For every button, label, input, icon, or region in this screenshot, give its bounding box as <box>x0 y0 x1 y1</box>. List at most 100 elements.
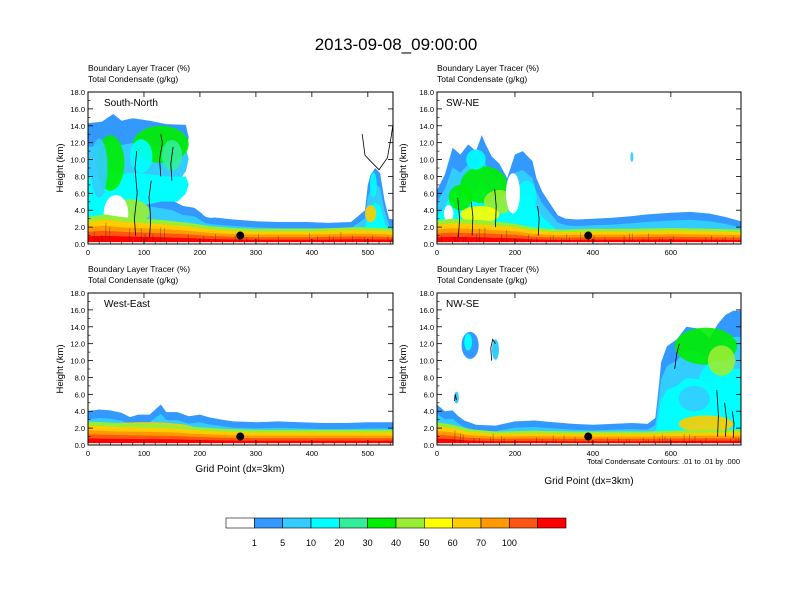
panel-label: SW-NE <box>446 98 479 109</box>
x-tick-label: 200 <box>194 248 207 257</box>
tracer-core <box>448 184 473 211</box>
tracer-core <box>707 345 736 376</box>
condensate-contour <box>494 189 497 228</box>
condensate-contour <box>457 197 461 238</box>
colorbar-swatch <box>282 517 312 529</box>
cross-section-shading <box>437 310 741 445</box>
cross-section-shading <box>88 114 393 244</box>
colorbar: 1 5 10 20 30 40 50 60 70 100 <box>225 517 567 548</box>
contour-note: Total Condensate Contours: .01 to .01 by… <box>587 457 740 466</box>
y-tick-label: 4.0 <box>75 407 85 416</box>
colorbar-swatch <box>509 517 538 529</box>
tracer-core <box>370 172 377 198</box>
y-tick-label: 12.0 <box>419 340 434 349</box>
panel-header-line1: Boundary Layer Tracer (%) <box>437 264 539 274</box>
figure-title: 2013-09-08_09:00:00 <box>315 35 478 54</box>
condensate-contour <box>170 146 174 181</box>
x-tick-label: 200 <box>509 449 522 458</box>
y-tick-label: 8.0 <box>424 373 434 382</box>
location-marker <box>236 432 245 441</box>
tracer-patch <box>464 333 473 351</box>
y-tick-label: 16.0 <box>419 105 434 114</box>
axes: 0.0 2.0 4.0 6.0 8.0 10.0 12.0 14.0 16.0 18.0 0 100 2… <box>70 88 393 257</box>
y-tick-label: 14.0 <box>70 122 85 131</box>
x-tick-label: 600 <box>665 248 678 257</box>
colorbar-swatch <box>310 517 340 529</box>
condensate-contour <box>674 343 680 370</box>
y-tick-label: 16.0 <box>419 306 434 315</box>
y-tick-label: 2.0 <box>424 223 434 232</box>
tracer-patch <box>491 339 499 360</box>
colorbar-label: 5 <box>280 538 285 548</box>
axes: 0.0 2.0 4.0 6.0 8.0 10.0 12.0 14.0 16.0 18.0 0 200 4… <box>419 289 741 458</box>
panel-sw-ne: Boundary Layer Tracer (%) Total Condensa… <box>398 63 742 257</box>
panel-header-line2: Total Condensate (g/kg) <box>437 275 527 285</box>
panel-label: West-East <box>104 299 150 310</box>
x-tick-label: 0 <box>86 449 90 458</box>
y-tick-label: 16.0 <box>70 306 85 315</box>
condensate-contours <box>133 124 393 238</box>
y-axis-label: Height (km) <box>55 344 66 393</box>
x-tick-label: 100 <box>138 248 151 257</box>
tracer-gap <box>444 205 454 223</box>
y-axis-label: Height (km) <box>398 143 409 192</box>
tracer-core <box>630 151 634 163</box>
colorbar-swatch <box>339 517 368 529</box>
y-tick-label: 4.0 <box>424 407 434 416</box>
y-tick-label: 4.0 <box>424 206 434 215</box>
colorbar-label: 100 <box>502 538 517 548</box>
condensate-contour <box>490 338 496 361</box>
colorbar-label: 20 <box>334 538 344 548</box>
colorbar-swatch <box>424 517 453 529</box>
y-tick-label: 10.0 <box>70 357 85 366</box>
tracer-core <box>466 149 486 170</box>
x-tick-label: 200 <box>509 248 522 257</box>
condensate-contour <box>148 180 152 238</box>
tracer-core <box>516 180 537 215</box>
panel-south-north: Boundary Layer Tracer (%) Total Condensa… <box>55 63 394 257</box>
axes: 0.0 2.0 4.0 6.0 8.0 10.0 12.0 14.0 16.0 18.0 0 100 2… <box>70 289 393 458</box>
condensate-contours <box>457 189 540 238</box>
boundary-layer-band <box>88 235 393 244</box>
y-axis-label: Height (km) <box>55 143 66 192</box>
colorbar-label: 60 <box>448 538 458 548</box>
y-tick-label: 6.0 <box>424 390 434 399</box>
terrain <box>88 242 393 244</box>
colorbar-swatch <box>395 517 425 529</box>
x-tick-label: 100 <box>138 449 151 458</box>
x-tick-label: 400 <box>306 248 319 257</box>
tracer-band-inner <box>88 139 393 244</box>
cross-section-shading <box>437 135 741 244</box>
condensate-contour <box>133 151 138 236</box>
y-tick-label: 14.0 <box>419 323 434 332</box>
x-tick-label: 400 <box>587 248 600 257</box>
panel-label: South-North <box>104 98 158 109</box>
x-tick-label: 600 <box>665 449 678 458</box>
y-tick-label: 14.0 <box>419 122 434 131</box>
panel-header-line1: Boundary Layer Tracer (%) <box>437 63 539 73</box>
y-tick-label: 2.0 <box>75 223 85 232</box>
y-tick-label: 18.0 <box>70 289 85 298</box>
tracer-band-inner <box>437 368 741 445</box>
y-tick-label: 2.0 <box>75 424 85 433</box>
y-tick-label: 12.0 <box>70 139 85 148</box>
y-tick-label: 18.0 <box>419 289 434 298</box>
x-tick-label: 300 <box>250 449 263 458</box>
y-tick-label: 14.0 <box>70 323 85 332</box>
x-tick-label: 500 <box>362 248 375 257</box>
location-marker <box>584 432 593 441</box>
panel-west-east: Boundary Layer Tracer (%) Total Condensa… <box>55 264 394 475</box>
panel-label: NW-SE <box>446 299 479 310</box>
condensate-contour <box>537 205 540 236</box>
condensate-contour <box>732 411 735 439</box>
tracer-core <box>365 205 377 223</box>
condensate-contour <box>159 134 163 177</box>
y-tick-label: 4.0 <box>75 206 85 215</box>
y-axis-label: Height (km) <box>398 344 409 393</box>
x-tick-label: 400 <box>587 449 600 458</box>
colorbar-swatch <box>537 517 567 529</box>
condensate-contour <box>361 124 393 171</box>
y-tick-label: 10.0 <box>419 357 434 366</box>
panel-header-line2: Total Condensate (g/kg) <box>88 74 178 84</box>
tracer-core <box>678 385 710 412</box>
